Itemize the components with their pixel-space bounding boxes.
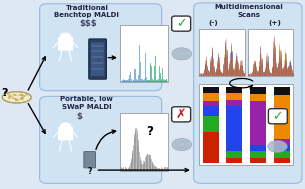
Bar	[203, 132, 219, 163]
Circle shape	[21, 98, 23, 99]
Text: $$$: $$$	[80, 19, 97, 29]
Circle shape	[21, 99, 23, 100]
Bar	[250, 151, 266, 158]
Text: ?: ?	[2, 88, 8, 98]
Bar	[250, 101, 266, 145]
Bar	[226, 100, 242, 106]
Bar	[226, 93, 242, 100]
Text: ?: ?	[88, 167, 92, 177]
Text: Traditional
Benchtop MALDI: Traditional Benchtop MALDI	[55, 5, 119, 18]
Bar	[226, 106, 242, 151]
FancyBboxPatch shape	[194, 3, 302, 183]
Circle shape	[15, 98, 17, 100]
Bar	[274, 145, 290, 151]
Circle shape	[14, 94, 16, 96]
Bar	[203, 93, 219, 101]
Ellipse shape	[2, 92, 31, 103]
Circle shape	[21, 97, 23, 98]
Bar	[226, 87, 242, 93]
Circle shape	[8, 97, 10, 98]
Circle shape	[60, 33, 71, 40]
Circle shape	[23, 95, 25, 97]
FancyBboxPatch shape	[40, 4, 162, 91]
Bar	[203, 101, 219, 106]
Text: ✓: ✓	[273, 110, 283, 123]
FancyBboxPatch shape	[84, 152, 95, 168]
Bar	[250, 94, 266, 101]
Circle shape	[8, 94, 10, 95]
FancyBboxPatch shape	[268, 109, 287, 124]
Bar	[203, 115, 219, 132]
Circle shape	[268, 140, 287, 153]
Bar	[226, 151, 242, 158]
FancyBboxPatch shape	[172, 107, 191, 122]
FancyBboxPatch shape	[120, 113, 168, 171]
Bar	[274, 151, 290, 158]
Circle shape	[25, 94, 27, 95]
Circle shape	[21, 94, 23, 95]
Circle shape	[12, 98, 14, 99]
Text: Multidimensional
Scans: Multidimensional Scans	[214, 4, 283, 18]
Bar	[203, 87, 219, 93]
FancyBboxPatch shape	[40, 96, 162, 183]
Circle shape	[22, 96, 24, 97]
FancyBboxPatch shape	[199, 29, 245, 76]
Circle shape	[20, 98, 22, 99]
FancyBboxPatch shape	[172, 16, 191, 31]
Circle shape	[9, 95, 11, 97]
Circle shape	[15, 99, 17, 100]
Circle shape	[21, 95, 23, 96]
Bar	[274, 95, 290, 139]
FancyBboxPatch shape	[89, 39, 106, 79]
Bar	[226, 158, 242, 163]
Circle shape	[17, 99, 19, 101]
FancyBboxPatch shape	[58, 37, 73, 51]
Circle shape	[172, 48, 192, 60]
Circle shape	[8, 97, 10, 98]
FancyBboxPatch shape	[248, 29, 293, 76]
Bar	[274, 87, 290, 95]
Text: $: $	[76, 112, 82, 121]
Circle shape	[19, 95, 21, 96]
Circle shape	[13, 94, 15, 95]
Text: (-): (-)	[209, 20, 218, 26]
Circle shape	[15, 100, 17, 101]
Bar	[274, 158, 290, 163]
Bar	[250, 145, 266, 151]
Bar	[274, 139, 290, 145]
Bar	[250, 158, 266, 163]
FancyBboxPatch shape	[120, 25, 168, 82]
Circle shape	[60, 123, 71, 129]
Text: ✓: ✓	[176, 17, 186, 30]
FancyBboxPatch shape	[91, 42, 104, 76]
Bar	[250, 87, 266, 94]
Text: Portable, low
SWaP MALDI: Portable, low SWaP MALDI	[60, 96, 113, 110]
FancyBboxPatch shape	[199, 84, 293, 165]
Circle shape	[10, 96, 12, 97]
FancyBboxPatch shape	[58, 127, 73, 140]
Text: ?: ?	[146, 125, 153, 138]
Text: ✗: ✗	[176, 108, 186, 121]
Text: (+): (+)	[268, 20, 281, 26]
Circle shape	[172, 139, 192, 151]
Bar	[203, 106, 219, 115]
